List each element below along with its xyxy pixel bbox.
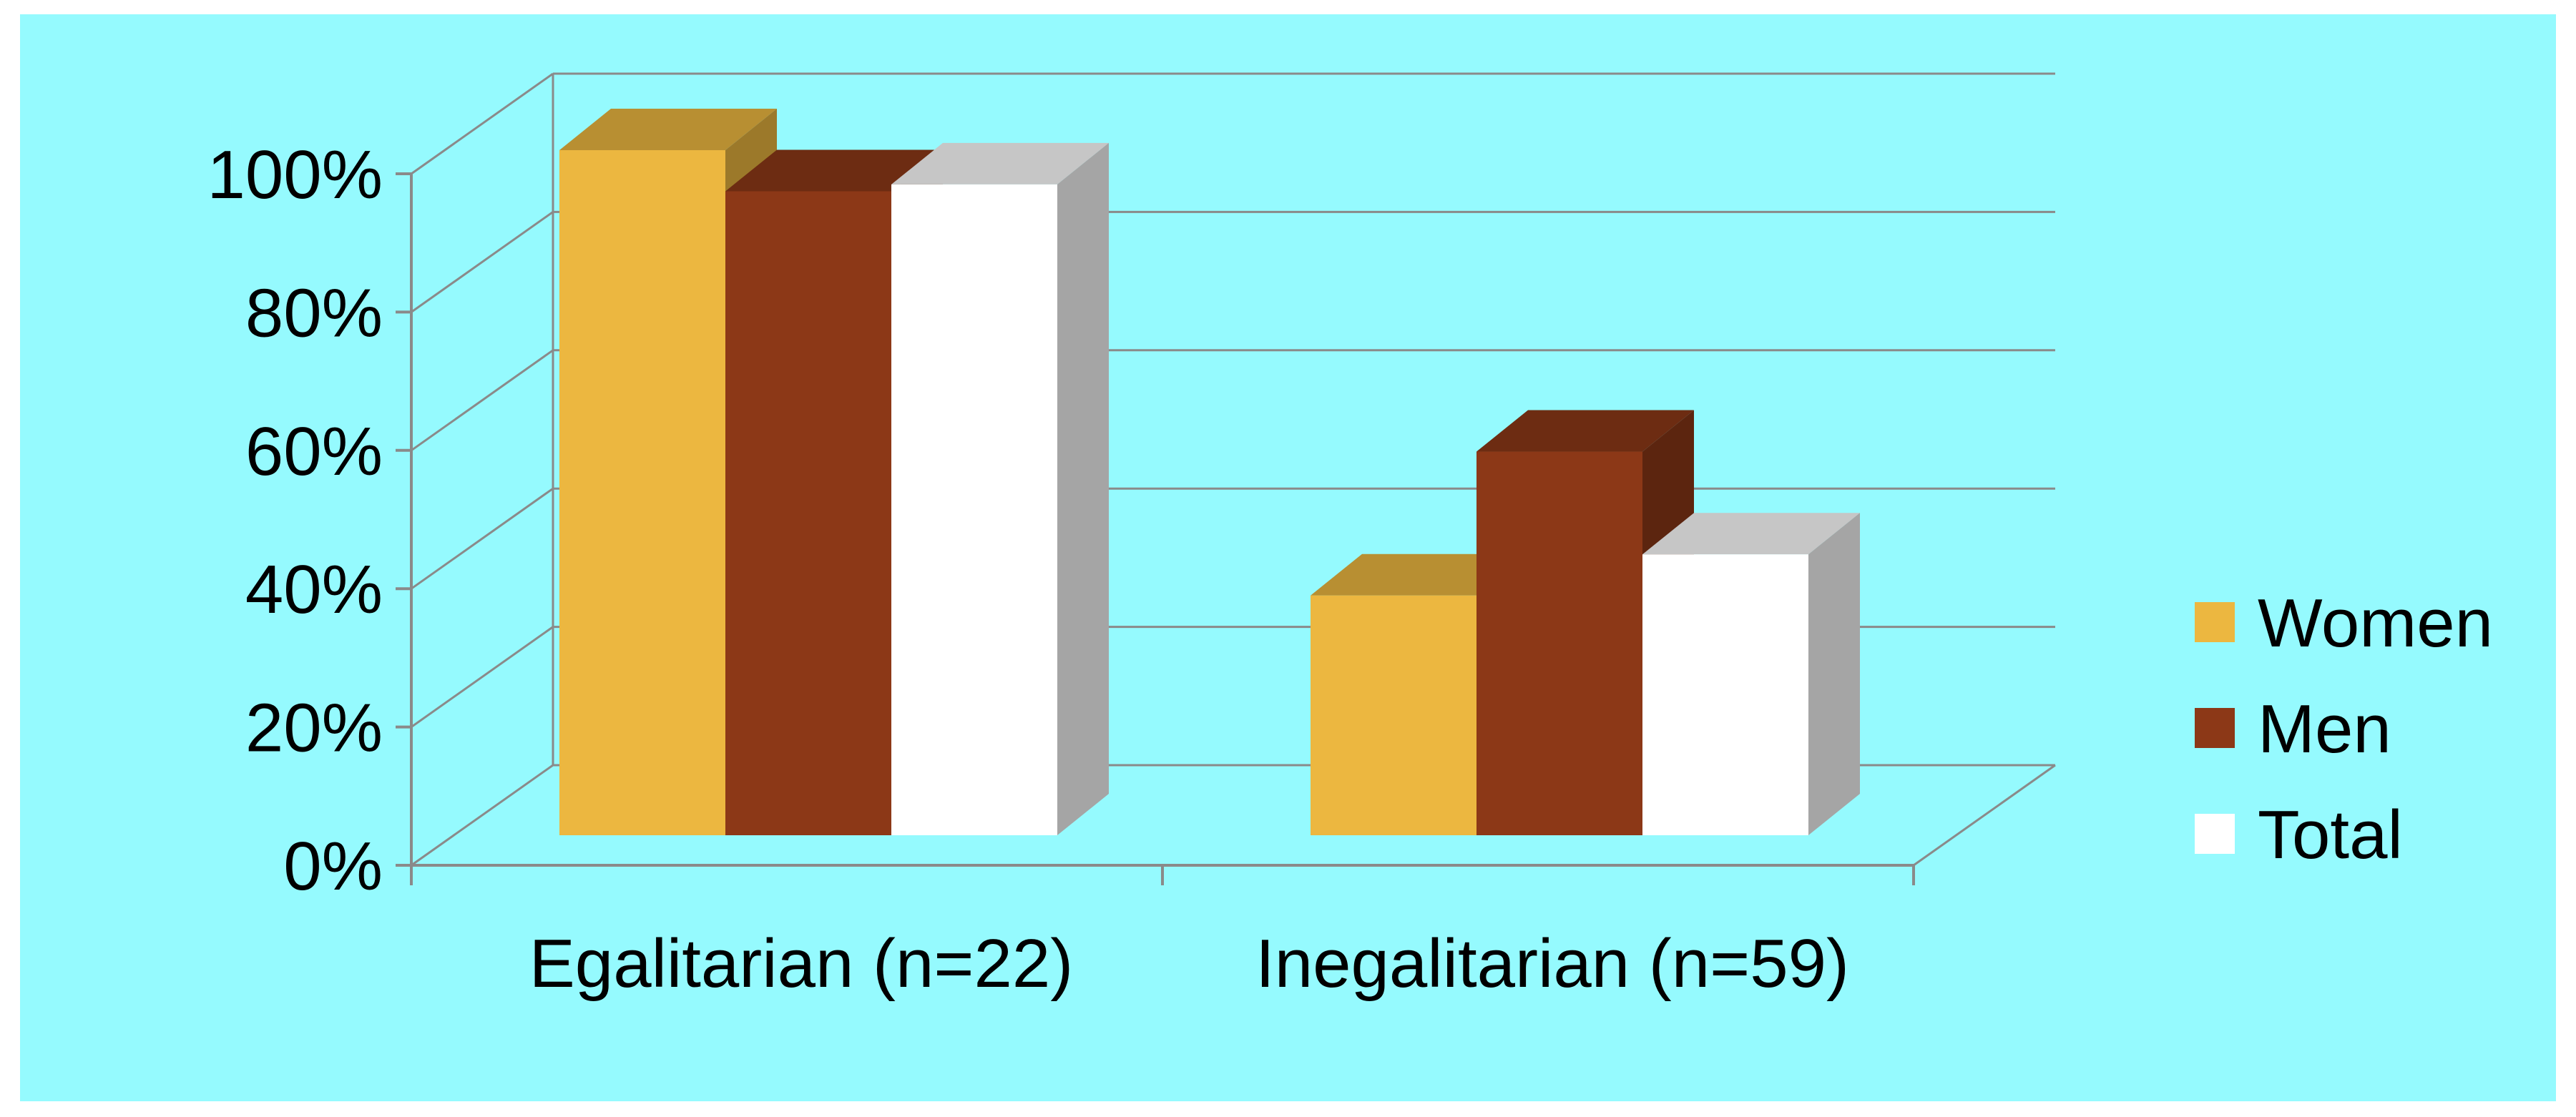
bar-top-women [559,109,777,150]
bar-top-total [1642,513,1860,555]
x-category-label: Inegalitarian (n=59) [1255,925,1849,1002]
bar-total [1642,554,1808,835]
bar-women [559,150,725,835]
gridline-side [411,72,554,175]
x-category-label: Egalitarian (n=22) [529,925,1073,1002]
gridline-side [411,764,554,867]
bar-side-total [1057,142,1109,835]
bar-top-men [725,149,943,192]
legend-label-women: Women [2258,585,2493,661]
y-tick-label: 20% [245,690,383,767]
y-tick-label: 0% [283,828,383,905]
floor-edge [1913,764,2056,867]
bar-top-total [891,142,1109,184]
legend-swatch-men [2195,708,2235,748]
y-tick-label: 60% [245,413,383,490]
legend-swatch-total [2195,814,2235,854]
bar-top-women [1311,553,1528,596]
legend-label-men: Men [2258,691,2391,767]
gridline-side [411,349,554,452]
y-tick-label: 40% [245,551,383,628]
gridline-side [411,211,554,313]
legend-label-total: Total [2258,797,2403,873]
legend-swatch-women [2195,602,2235,642]
y-tick-label: 100% [207,137,383,213]
bar-men [725,191,891,835]
chart-panel: 0% 20% 40% 60% 80% 100% Egalitarian (n=22) Ineg… [20,14,2556,1101]
bar-total [891,184,1057,835]
bar-side-total [1808,513,1860,835]
y-tick-label: 80% [245,275,383,351]
gridline-side [411,487,554,590]
bar-women [1311,595,1476,835]
bar-men [1476,451,1642,835]
bar-chart: 0% 20% 40% 60% 80% 100% Egalitarian (n=22) Ineg… [207,72,2493,1002]
bar-top-men [1476,410,1694,452]
gridline-side [411,626,554,728]
